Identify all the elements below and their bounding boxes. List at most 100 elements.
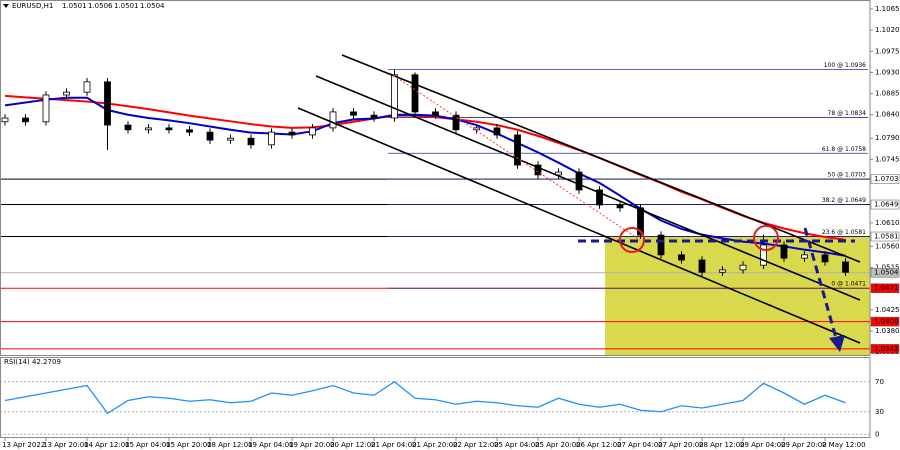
y-tick-label: 1.0790 bbox=[875, 134, 900, 142]
price-marker-box bbox=[870, 344, 900, 354]
x-tick-label: 21 Apr 20:00 bbox=[412, 441, 458, 449]
fib-label: 23.6 @ 1.0581 bbox=[822, 229, 866, 236]
quote-value: 1.0501 bbox=[114, 2, 139, 10]
x-tick-label: 15 Apr 20:00 bbox=[166, 441, 212, 449]
y-tick-label: 1.1020 bbox=[875, 26, 900, 34]
candle-body bbox=[83, 81, 91, 93]
candle-body bbox=[42, 94, 50, 123]
moving-average bbox=[4, 96, 846, 257]
candle-body bbox=[288, 131, 296, 136]
x-tick-label: 15 Apr 04:00 bbox=[125, 441, 171, 449]
fib-label: 61.8 @ 1.0758 bbox=[822, 146, 866, 153]
candle-body bbox=[739, 264, 747, 271]
price-marker-box bbox=[870, 174, 900, 184]
fib-label: 0 @ 1.0471 bbox=[831, 281, 866, 288]
highlight-circle bbox=[619, 227, 645, 253]
x-tick-label: 28 Apr 12:00 bbox=[699, 441, 745, 449]
candle-body bbox=[452, 114, 460, 131]
y-tick-label: 70 bbox=[875, 378, 884, 386]
price-marker-label: 1.0504 bbox=[874, 269, 899, 277]
y-tick-label: 1.0380 bbox=[875, 327, 900, 335]
candle-body bbox=[329, 111, 337, 129]
candle-body bbox=[780, 244, 788, 259]
x-tick-label: 25 Apr 20:00 bbox=[535, 441, 581, 449]
price-marker-label: 1.0703 bbox=[874, 175, 899, 183]
price-marker-box bbox=[870, 316, 900, 327]
candle-body bbox=[514, 134, 521, 166]
rsi-line bbox=[4, 380, 846, 415]
price-marker-label: 1.0649 bbox=[874, 201, 899, 209]
price-marker-label: 1.0400 bbox=[874, 318, 899, 326]
x-tick-label: 19 Apr 20:00 bbox=[289, 441, 335, 449]
x-tick-label: 2 May 12:00 bbox=[822, 441, 866, 449]
candle-body bbox=[596, 189, 603, 206]
candle-body bbox=[657, 234, 665, 256]
channel-line bbox=[315, 75, 861, 301]
candle-body bbox=[124, 124, 132, 131]
y-tick-label: 1.0610 bbox=[875, 219, 900, 227]
direction-arrow bbox=[803, 227, 838, 339]
candle-body bbox=[391, 74, 398, 119]
candle-body bbox=[760, 244, 767, 266]
candle-body bbox=[411, 74, 419, 113]
rsi-title: RSI(14) 42.2709 bbox=[4, 358, 61, 366]
candle-body bbox=[227, 137, 234, 141]
x-tick-label: 21 Apr 04:00 bbox=[371, 441, 417, 449]
price-marker-box bbox=[870, 231, 900, 242]
channel-line bbox=[341, 54, 861, 263]
symbol-label: EURUSD,H1 bbox=[12, 2, 53, 10]
fib-label: 100 @ 1.0936 bbox=[824, 62, 866, 69]
price-marker-label: 1.0581 bbox=[874, 233, 899, 241]
x-tick-label: 19 Apr 04:00 bbox=[248, 441, 294, 449]
x-tick-label: 29 Apr 20:00 bbox=[781, 441, 827, 449]
y-tick-label: 1.0885 bbox=[875, 90, 900, 98]
price-marker-box bbox=[870, 267, 900, 278]
y-tick-label: 30 bbox=[875, 408, 884, 416]
candle-body bbox=[719, 269, 726, 273]
highlight-circle bbox=[753, 225, 779, 251]
x-tick-label: 18 Apr 12:00 bbox=[207, 441, 253, 449]
price-marker-label: 1.0342 bbox=[874, 345, 899, 353]
x-tick-label: 27 Apr 04:00 bbox=[617, 441, 663, 449]
y-tick-label: 0 bbox=[875, 430, 879, 438]
price-panel-border bbox=[0, 0, 871, 356]
candle-body bbox=[268, 131, 275, 146]
x-tick-label: 29 Apr 04:00 bbox=[740, 441, 786, 449]
rsi-panel-border bbox=[0, 357, 871, 438]
candle-body bbox=[842, 261, 849, 273]
candle-body bbox=[801, 254, 808, 259]
candle-body bbox=[63, 91, 70, 96]
candle-body bbox=[165, 127, 173, 131]
candle-body bbox=[493, 127, 501, 136]
y-tick-label: 1.0515 bbox=[875, 264, 900, 272]
menu-arrow bbox=[3, 4, 9, 8]
y-tick-label: 1.0560 bbox=[875, 242, 900, 250]
x-tick-label: 20 Apr 12:00 bbox=[330, 441, 376, 449]
y-tick-label: 1.0840 bbox=[875, 111, 900, 119]
y-tick-label: 1.0930 bbox=[875, 68, 900, 76]
candle-body bbox=[1, 117, 9, 123]
y-tick-label: 1.1065 bbox=[875, 5, 900, 13]
price-marker-box bbox=[870, 199, 900, 210]
candle-body bbox=[616, 204, 624, 209]
candle-body bbox=[821, 254, 829, 263]
candle-body bbox=[555, 171, 562, 176]
price-marker-label: 1.0471 bbox=[874, 284, 899, 292]
channel-line bbox=[297, 107, 861, 344]
fib-label: 50 @ 1.0703 bbox=[828, 172, 867, 179]
candle-body bbox=[104, 81, 111, 126]
x-tick-label: 22 Apr 12:00 bbox=[453, 441, 499, 449]
quote-value: 1.0501 bbox=[62, 2, 87, 10]
candle-body bbox=[247, 137, 255, 146]
candle-body bbox=[186, 129, 193, 133]
candle-body bbox=[678, 254, 685, 261]
candle-body bbox=[206, 131, 214, 141]
candle-body bbox=[534, 164, 542, 176]
x-tick-label: 25 Apr 04:00 bbox=[494, 441, 540, 449]
candle-body bbox=[575, 171, 583, 191]
candle-body bbox=[22, 117, 29, 123]
y-tick-label: 1.0425 bbox=[875, 306, 900, 314]
y-tick-label: 1.0975 bbox=[875, 47, 900, 55]
